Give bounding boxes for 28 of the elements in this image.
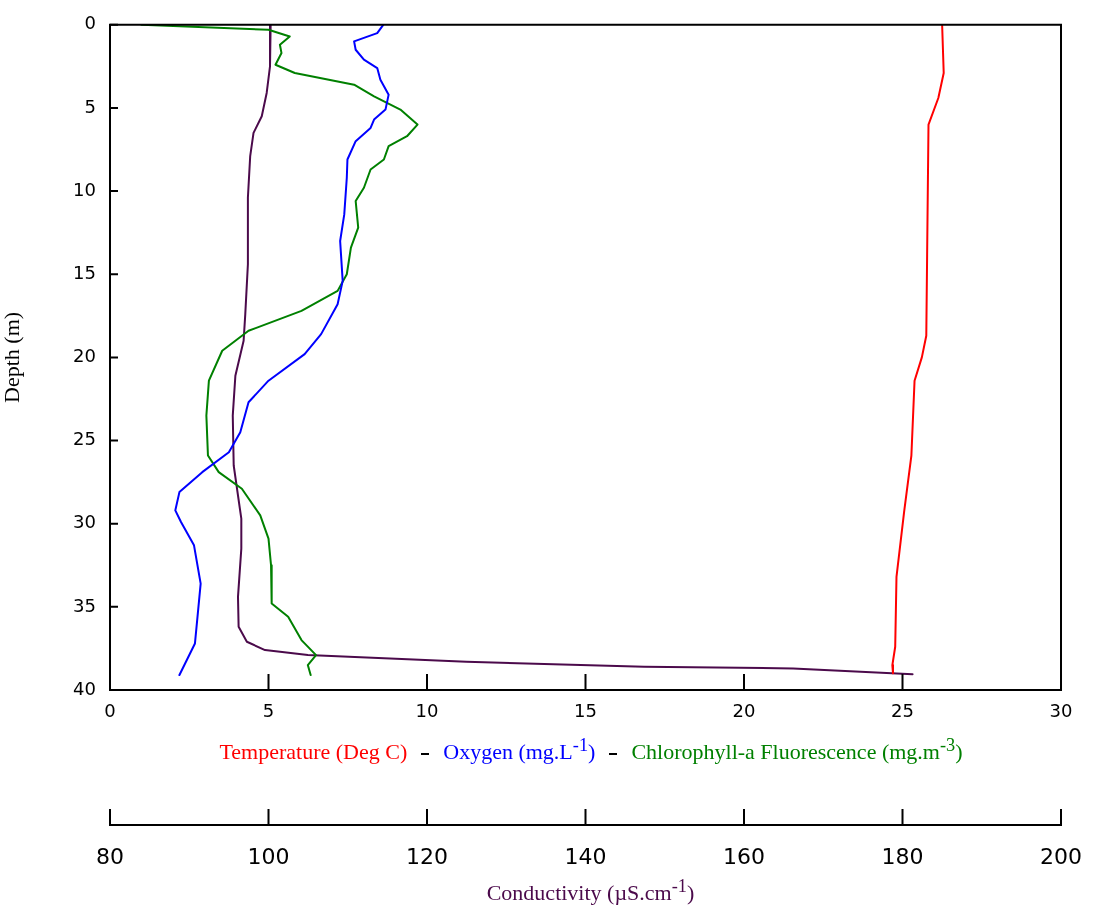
y-tick-label: 10 [73,178,96,200]
x2-tick-label: 80 [96,843,124,869]
y-tick-label: 15 [73,261,96,283]
x2-tick-label: 160 [723,843,765,869]
x-tick-label: 0 [104,700,116,722]
y-tick-label: 5 [84,95,96,117]
x-tick-label: 25 [891,700,914,722]
x2-tick-label: 180 [881,843,924,869]
x-tick-label: 20 [732,700,756,722]
y-tick-label: 0 [84,12,96,34]
y-tick-label: 35 [73,594,96,616]
x2-tick-label: 140 [564,843,607,869]
x2-tick-label: 100 [247,843,290,869]
x-tick-label: 10 [415,700,439,722]
y-tick-label: 25 [73,428,96,450]
x-tick-label: 15 [574,700,597,722]
text: Oxygen (mg.L$^{-1}$) [443,735,596,765]
text: Temperature (Deg C) [219,739,408,765]
y-axis-title: Depth (m) [0,311,24,403]
text: Chlorophyll-a Fluorescence (mg.m$^{-3}$) [631,735,963,765]
x-tick-label: 5 [262,700,275,722]
y-tick-label: 40 [73,677,96,699]
x2-axis-title: Conductivity (µS.cm$^{-1}$) [485,876,696,907]
x2-tick-label: 200 [1040,843,1082,869]
x2-tick-label: 120 [406,843,448,869]
x-tick-label: 30 [1049,700,1073,722]
y-tick-label: 20 [73,345,96,367]
y-tick-label: 30 [73,511,96,533]
